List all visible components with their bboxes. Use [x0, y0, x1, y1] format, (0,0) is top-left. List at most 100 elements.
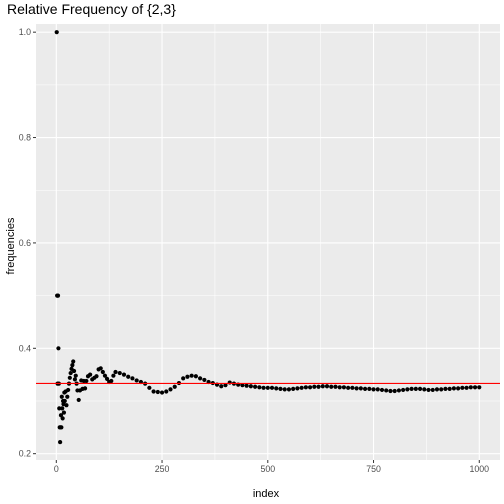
data-point: [468, 385, 473, 390]
data-point: [439, 387, 444, 392]
x-axis-title: index: [253, 488, 280, 500]
x-tick-label: 250: [155, 464, 170, 474]
data-point: [56, 346, 61, 351]
data-point: [456, 386, 461, 391]
data-point: [219, 384, 224, 389]
data-point: [320, 384, 325, 389]
data-point: [126, 374, 131, 379]
data-point: [367, 386, 372, 391]
data-point: [121, 372, 127, 377]
data-point: [147, 385, 152, 390]
data-point: [71, 359, 76, 364]
data-point: [88, 372, 93, 377]
data-point: [265, 385, 270, 390]
data-point: [447, 386, 452, 391]
data-point: [70, 363, 75, 368]
data-point: [451, 386, 456, 391]
data-point: [62, 398, 67, 404]
x-tick-label: 500: [260, 464, 275, 474]
data-point: [109, 378, 114, 384]
data-point: [295, 386, 300, 391]
y-tick-label: 0.6: [19, 238, 31, 248]
data-point: [282, 387, 287, 392]
data-point: [269, 385, 275, 390]
data-point: [286, 387, 292, 392]
y-tick-label: 1.0: [19, 27, 31, 37]
data-point: [472, 385, 478, 390]
data-point: [94, 374, 99, 379]
data-point: [324, 384, 330, 389]
data-point: [54, 30, 59, 35]
data-point: [443, 386, 448, 391]
data-point: [59, 425, 64, 430]
data-point: [58, 439, 63, 445]
data-point: [413, 386, 418, 391]
data-point: [405, 387, 410, 392]
data-point: [64, 403, 69, 408]
data-point: [57, 406, 62, 411]
data-point: [460, 385, 465, 390]
y-tick-label: 0.8: [19, 133, 31, 143]
data-point: [59, 394, 64, 399]
data-point: [111, 373, 116, 378]
data-point: [60, 406, 65, 411]
data-point: [252, 384, 258, 389]
data-point: [329, 384, 334, 389]
data-point: [422, 387, 427, 392]
data-point: [151, 389, 156, 394]
x-tick-label: 1000: [469, 464, 489, 474]
data-point: [291, 386, 296, 391]
data-point: [426, 387, 431, 393]
data-point: [379, 387, 385, 393]
x-tick-label: 750: [366, 464, 381, 474]
data-point: [181, 376, 186, 381]
data-point: [98, 366, 103, 371]
data-point: [155, 389, 160, 395]
data-point: [104, 376, 110, 381]
data-point: [100, 369, 105, 375]
data-point: [223, 383, 228, 388]
data-point: [172, 384, 177, 389]
data-point: [193, 374, 198, 379]
data-point: [375, 387, 380, 392]
data-point: [60, 416, 65, 421]
data-point: [117, 370, 122, 376]
data-point: [261, 385, 266, 390]
data-point: [189, 373, 194, 378]
y-axis-title: frequencies: [5, 217, 17, 274]
data-point: [409, 386, 414, 391]
data-point: [401, 387, 406, 393]
data-point: [299, 385, 304, 390]
data-point: [113, 369, 118, 375]
data-point: [257, 385, 262, 390]
data-point: [248, 384, 253, 389]
data-point: [384, 388, 389, 393]
data-point: [227, 380, 232, 385]
data-point: [164, 389, 169, 394]
data-point: [362, 386, 368, 391]
data-point: [350, 385, 355, 390]
data-point: [55, 293, 61, 298]
data-point: [240, 383, 245, 388]
x-axis: 0 250 500 750 1000: [54, 460, 489, 474]
data-point: [159, 390, 165, 395]
data-point: [71, 368, 77, 374]
data-point: [333, 384, 338, 389]
data-point: [65, 394, 70, 399]
data-point: [388, 388, 393, 394]
x-tick-label: 0: [54, 464, 59, 474]
data-point: [312, 384, 317, 389]
data-point: [434, 387, 440, 392]
data-point: [392, 388, 397, 394]
data-point: [66, 387, 71, 393]
data-point: [185, 374, 190, 379]
data-point: [61, 410, 67, 415]
data-point: [168, 387, 173, 392]
data-point: [341, 385, 347, 390]
data-point: [303, 385, 308, 390]
data-point: [73, 373, 78, 378]
data-point: [102, 373, 108, 378]
data-point: [396, 388, 402, 393]
data-point: [477, 385, 482, 390]
data-point: [358, 386, 363, 391]
